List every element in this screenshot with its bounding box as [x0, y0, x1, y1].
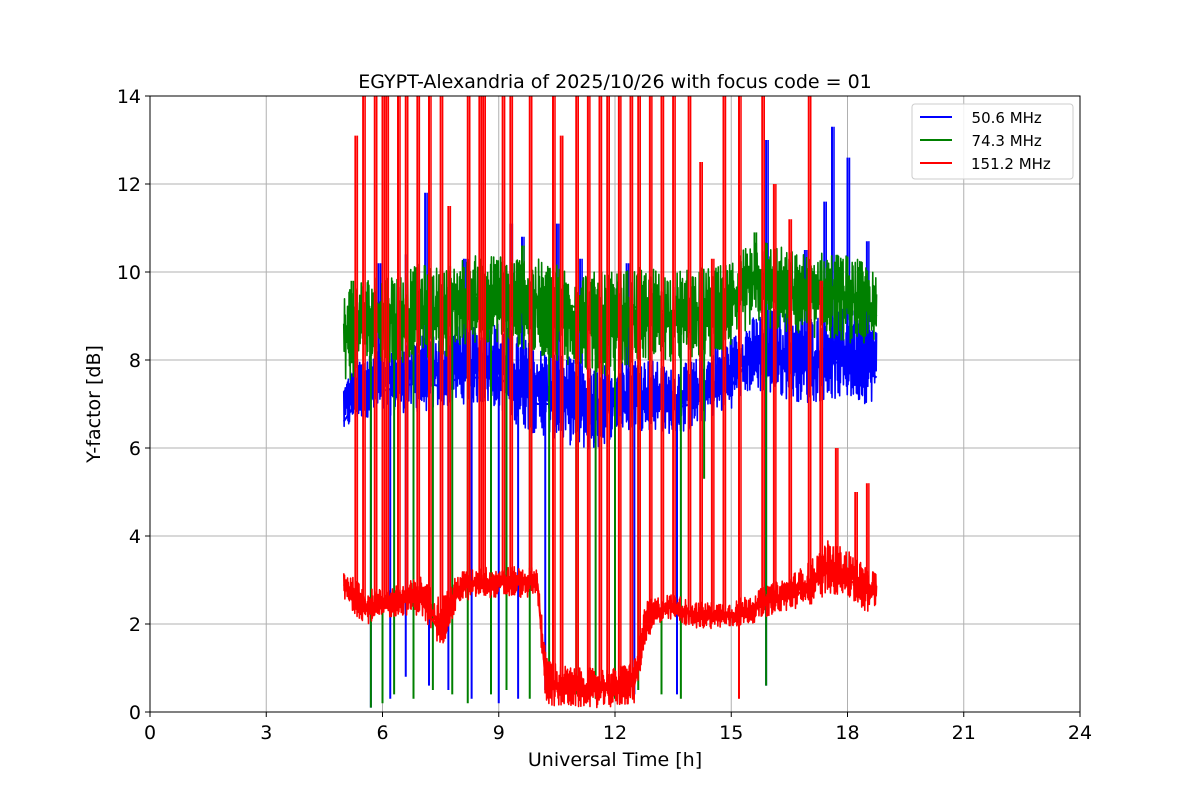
legend-box [911, 103, 1074, 180]
x-tick-label: 15 [719, 722, 743, 744]
chart-title: EGYPT-Alexandria of 2025/10/26 with focu… [358, 71, 872, 93]
y-tick-label: 2 [129, 614, 141, 636]
y-tick-label: 0 [129, 702, 141, 724]
legend-label-151-2: 151.2 MHz [971, 155, 1051, 173]
legend-label-50-6: 50.6 MHz [962, 109, 1042, 127]
x-tick-label: 21 [952, 722, 976, 744]
x-tick-label: 12 [603, 722, 627, 744]
x-tick-label: 24 [1068, 722, 1092, 744]
x-axis-label: Universal Time [h] [528, 749, 702, 771]
legend: 50.6 MHz 74.3 MHz 151.2 MHz [911, 103, 1074, 180]
legend-label-74-3: 74.3 MHz [962, 132, 1042, 150]
x-tick-label: 9 [493, 722, 505, 744]
y-tick-label: 14 [117, 86, 141, 108]
series-line [342, 570, 877, 691]
series-trace [342, 540, 878, 709]
series-2 [342, 96, 878, 709]
y-tick-label: 6 [129, 438, 141, 460]
x-tick-label: 6 [376, 722, 388, 744]
series-layer [342, 96, 878, 709]
y-tick-label: 8 [129, 350, 141, 372]
x-tick-label: 0 [144, 722, 156, 744]
y-tick-label: 12 [117, 174, 141, 196]
y-tick-label: 10 [117, 262, 141, 284]
series-0 [342, 126, 878, 708]
y-tick-label: 4 [129, 526, 141, 548]
y-axis-label: Y-factor [dB] [83, 345, 105, 464]
x-tick-label: 18 [835, 722, 859, 744]
series-1 [342, 232, 878, 708]
x-tick-label: 3 [260, 722, 272, 744]
